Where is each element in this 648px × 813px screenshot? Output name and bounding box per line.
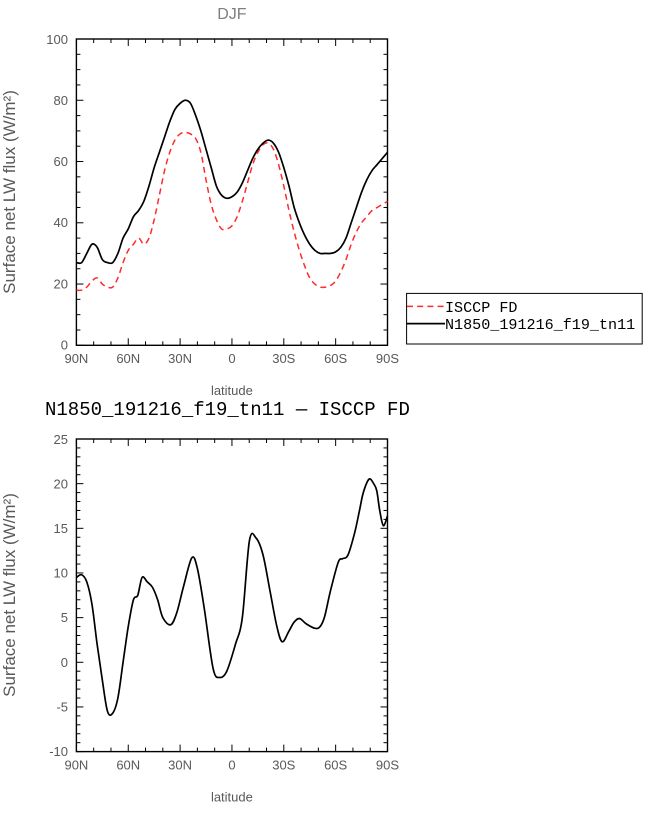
svg-text:90N: 90N — [64, 351, 88, 366]
svg-text:15: 15 — [54, 521, 68, 536]
svg-text:5: 5 — [61, 610, 68, 625]
svg-text:0: 0 — [61, 655, 68, 670]
svg-text:N1850_191216_f19_tn11 — ISCCP: N1850_191216_f19_tn11 — ISCCP FD — [45, 399, 410, 421]
svg-text:20: 20 — [54, 477, 68, 492]
svg-text:80: 80 — [54, 93, 68, 108]
svg-text:-5: -5 — [56, 699, 68, 714]
svg-text:latitude: latitude — [211, 383, 253, 398]
svg-text:30S: 30S — [272, 757, 295, 772]
svg-text:90N: 90N — [64, 757, 88, 772]
svg-text:10: 10 — [54, 566, 68, 581]
svg-text:100: 100 — [46, 32, 68, 47]
svg-text:90S: 90S — [376, 757, 399, 772]
svg-text:40: 40 — [54, 215, 68, 230]
svg-text:ISCCP FD: ISCCP FD — [445, 299, 517, 317]
svg-text:60N: 60N — [116, 351, 140, 366]
svg-text:DJF: DJF — [217, 6, 247, 23]
svg-text:20: 20 — [54, 276, 68, 291]
svg-text:latitude: latitude — [211, 789, 253, 804]
svg-text:0: 0 — [228, 351, 235, 366]
svg-text:90S: 90S — [376, 351, 399, 366]
svg-text:30N: 30N — [168, 351, 192, 366]
svg-text:Surface net LW flux (W/m²): Surface net LW flux (W/m²) — [0, 90, 19, 294]
svg-text:60S: 60S — [324, 757, 347, 772]
svg-text:25: 25 — [54, 432, 68, 447]
svg-text:Surface net LW flux (W/m²): Surface net LW flux (W/m²) — [0, 493, 19, 697]
svg-text:N1850_191216_f19_tn11: N1850_191216_f19_tn11 — [445, 316, 635, 334]
svg-text:60S: 60S — [324, 351, 347, 366]
svg-text:60: 60 — [54, 154, 68, 169]
svg-text:60N: 60N — [116, 757, 140, 772]
svg-text:0: 0 — [228, 757, 235, 772]
svg-text:30S: 30S — [272, 351, 295, 366]
svg-text:30N: 30N — [168, 757, 192, 772]
